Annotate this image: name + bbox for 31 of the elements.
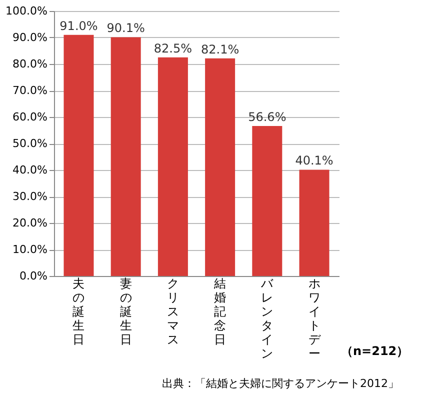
data-label: 40.1% <box>295 154 334 168</box>
bar <box>205 58 236 276</box>
y-tick-label: 50.0% <box>12 137 48 150</box>
y-tick-label: 20.0% <box>12 216 48 230</box>
y-tick-label: 90.0% <box>12 31 48 44</box>
y-tick-label: 80.0% <box>12 58 48 70</box>
text: （n=212） <box>341 344 409 358</box>
y-tick-label: 60.0% <box>12 110 48 124</box>
bar <box>158 57 188 276</box>
data-label: 82.5% <box>154 41 192 56</box>
y-tick-label: 0.0% <box>20 270 48 282</box>
bar <box>299 170 330 276</box>
data-label: 56.6% <box>248 110 286 124</box>
x-tick-label: バレンタイン <box>260 276 274 360</box>
x-tick-label: 妻の誕生日 <box>120 276 132 346</box>
source-note: 出典：「結婚と夫婦に関するアンケート2012」 <box>162 377 399 390</box>
data-label: 82.1% <box>200 42 240 56</box>
data-label: 91.0% <box>60 18 98 33</box>
x-tick-label: クリスマス <box>166 276 179 346</box>
bar <box>110 37 141 276</box>
y-tick-label: 10.0% <box>12 243 48 256</box>
x-tick-label: 夫の誕生日 <box>72 276 85 346</box>
bar <box>252 126 282 276</box>
y-tick-label: 40.0% <box>12 164 48 176</box>
y-tick-label: 100.0% <box>6 4 48 18</box>
x-tick-label: ホワイトデー <box>308 276 322 360</box>
bar <box>64 34 94 276</box>
y-tick-label: 30.0% <box>12 190 48 203</box>
data-label: 90.1% <box>106 21 145 36</box>
x-tick-label: 結婚記念日 <box>213 276 226 346</box>
y-tick-label: 70.0% <box>12 84 48 97</box>
